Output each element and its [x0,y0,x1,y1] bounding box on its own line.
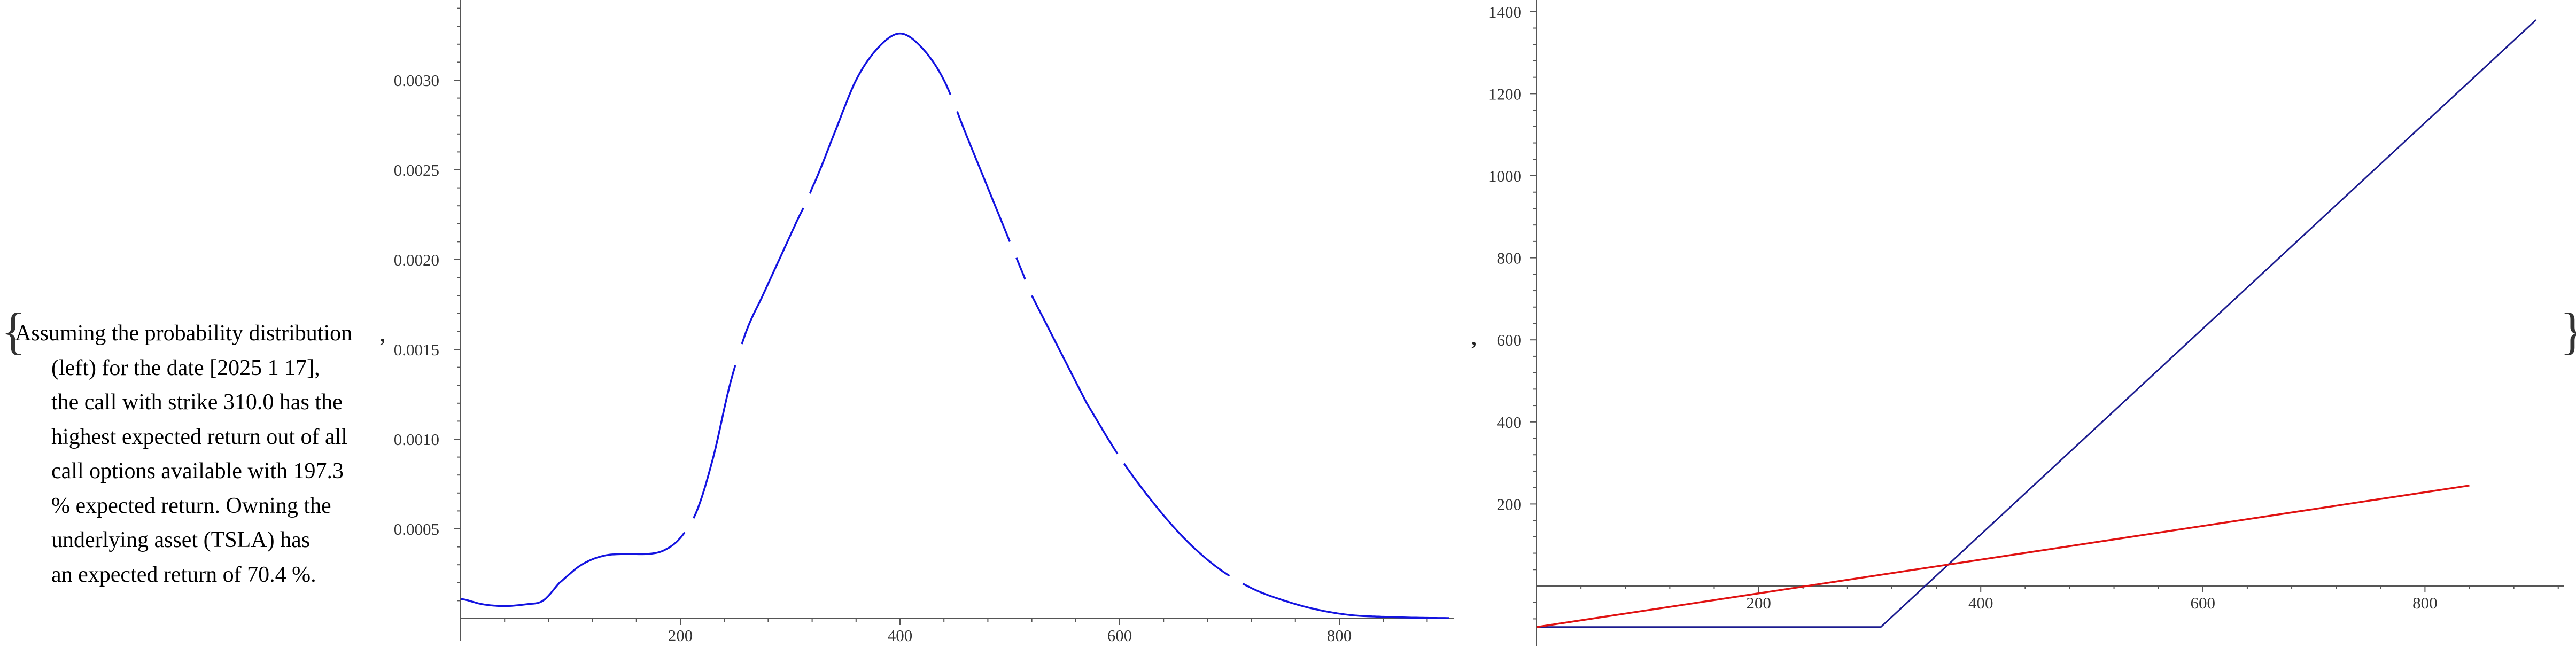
payoff-y-tick-label: 1200 [1488,84,1522,103]
separator-comma: , [1471,322,1477,350]
payoff-y-tick-label: 400 [1497,413,1522,432]
density-y-tick-label: 0.0030 [394,71,439,90]
caption-line: (left) for the date [2025 1 17], [51,355,320,380]
caption-line: highest expected return out of all [51,424,347,449]
separator-comma: , [379,319,386,347]
payoff-x-tick-label: 400 [1968,594,1993,612]
call-payoff-line [1537,19,2537,628]
caption-line: % expected return. Owning the [51,493,331,518]
caption-line: call options available with 197.3 [51,459,344,483]
density-y-tick-label: 0.0020 [394,251,439,269]
density-y-tick-label: 0.0025 [394,161,439,179]
density-x-tick-label: 600 [1107,626,1132,645]
stock-payoff-line [1536,485,2470,628]
payoff-x-tick-label: 600 [2191,594,2216,612]
density-x-tick-label: 400 [888,626,913,645]
caption-line: an expected return of 70.4 %. [51,562,316,587]
payoff-y-tick-label: 1000 [1488,167,1522,185]
density-y-tick-label: 0.0015 [394,340,439,359]
density-x-tick-label: 800 [1327,626,1352,645]
payoff-y-tick-label: 800 [1497,249,1522,268]
payoff-y-tick-label: 200 [1497,495,1522,513]
close-brace: } [2560,306,2576,357]
payoff-x-tick-label: 200 [1746,594,1771,612]
density-x-tick-label: 200 [668,626,693,645]
payoff-x-tick-label: 800 [2412,594,2438,612]
density-curve [460,32,1449,619]
density-y-tick-label: 0.0010 [394,430,439,449]
payoff-y-tick-label: 1400 [1488,3,1522,21]
caption: Assuming the probability distribution (l… [15,316,384,592]
caption-line: the call with strike 310.0 has the [51,390,343,415]
caption-line: Assuming the probability distribution [15,321,353,346]
open-brace: { [1,302,26,360]
density-y-tick-label: 0.0005 [394,520,439,538]
caption-line: underlying asset (TSLA) has [51,528,311,552]
payoff-y-tick-label: 600 [1497,331,1522,349]
